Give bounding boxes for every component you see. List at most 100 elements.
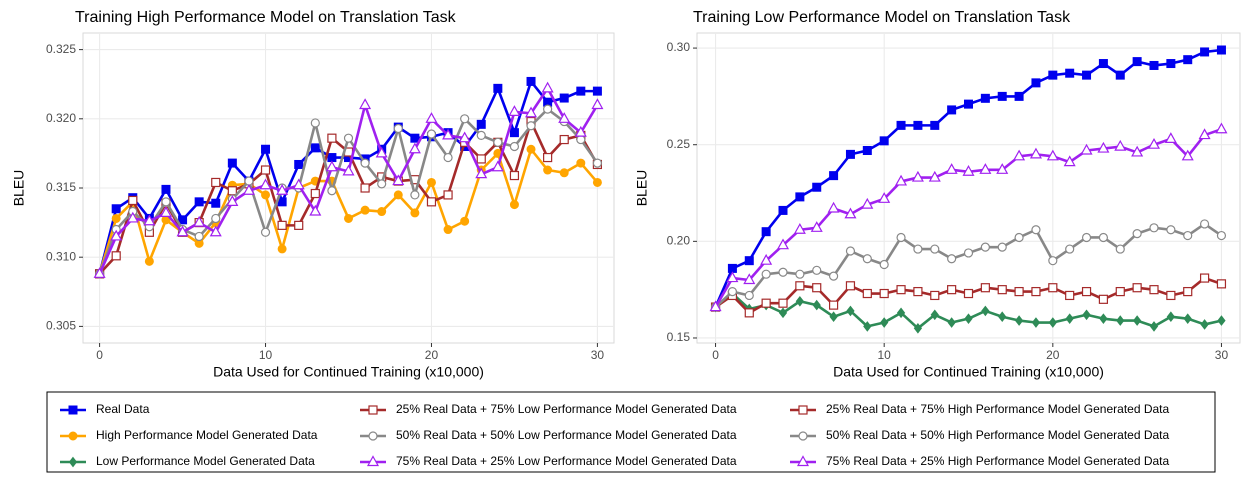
marker: [827, 201, 840, 213]
marker: [1183, 313, 1192, 324]
chart-title: Training Low Performance Model on Transl…: [693, 9, 1071, 26]
marker: [377, 179, 387, 189]
marker: [845, 149, 855, 159]
marker: [543, 104, 553, 114]
marker: [744, 290, 754, 301]
marker: [829, 311, 838, 323]
marker: [744, 256, 754, 266]
legend-label: 75% Real Data + 25% Low Performance Mode…: [396, 454, 737, 468]
marker: [1132, 283, 1142, 293]
marker: [408, 142, 421, 154]
marker: [460, 216, 470, 226]
marker: [443, 152, 453, 163]
marker: [1014, 232, 1024, 243]
marker: [727, 263, 737, 273]
marker: [963, 248, 974, 258]
marker: [592, 177, 602, 187]
marker: [1149, 60, 1159, 70]
marker: [576, 158, 586, 168]
x-axis-label: Data Used for Continued Training (x10,00…: [213, 364, 484, 380]
marker: [226, 195, 239, 206]
marker: [964, 99, 973, 109]
y-tick-label: 0.325: [46, 42, 76, 56]
marker: [795, 295, 804, 307]
marker: [277, 244, 287, 254]
marker: [393, 190, 403, 200]
x-tick-label: 30: [1215, 348, 1229, 362]
marker: [1200, 47, 1210, 57]
marker: [1216, 279, 1227, 289]
marker: [945, 163, 958, 174]
marker: [709, 300, 722, 312]
marker: [862, 288, 872, 299]
marker: [111, 204, 121, 214]
marker: [1217, 315, 1226, 326]
marker: [475, 167, 488, 179]
x-axis-label: Data Used for Continued Training (x10,00…: [833, 364, 1104, 380]
marker: [997, 285, 1007, 295]
x-tick-label: 10: [259, 348, 273, 362]
marker: [1131, 145, 1144, 157]
marker: [1097, 141, 1110, 153]
marker: [930, 120, 940, 130]
marker: [509, 170, 520, 181]
marker: [359, 98, 372, 110]
marker: [1099, 313, 1108, 324]
marker: [128, 195, 138, 206]
marker: [491, 160, 504, 172]
marker: [1081, 286, 1092, 297]
y-axis-label: BLEU: [11, 170, 27, 207]
marker: [410, 190, 420, 200]
legend-marker: [796, 455, 810, 467]
marker: [980, 93, 990, 103]
marker: [1200, 319, 1209, 330]
marker: [508, 105, 521, 116]
marker: [294, 220, 304, 230]
marker: [726, 271, 739, 283]
legend-marker: [368, 405, 378, 415]
marker: [896, 120, 906, 130]
y-tick-label: 0.305: [46, 319, 76, 333]
marker: [1215, 122, 1228, 134]
marker: [1031, 78, 1041, 88]
x-tick-label: 20: [1046, 348, 1060, 362]
marker: [928, 170, 941, 182]
marker: [493, 83, 503, 93]
marker: [261, 190, 271, 200]
legend-label: 50% Real Data + 50% Low Performance Mode…: [396, 428, 737, 442]
marker: [426, 129, 437, 139]
legend-label: Low Performance Model Generated Data: [96, 454, 315, 468]
marker: [879, 288, 889, 299]
marker: [1029, 147, 1042, 159]
marker: [574, 125, 587, 137]
marker: [844, 207, 857, 219]
legend-marker: [798, 405, 808, 415]
marker: [962, 165, 975, 176]
legend-marker: [368, 431, 378, 441]
marker: [360, 205, 370, 215]
marker: [93, 267, 106, 278]
marker: [810, 221, 823, 232]
marker: [194, 231, 204, 242]
marker: [1014, 91, 1024, 101]
marker: [812, 299, 821, 311]
marker: [845, 246, 856, 256]
marker: [878, 192, 891, 203]
marker: [913, 286, 923, 297]
legend-box: [46, 391, 1216, 473]
marker: [1132, 57, 1142, 67]
marker: [947, 254, 957, 264]
marker: [828, 271, 839, 281]
marker: [896, 232, 906, 243]
marker: [913, 244, 923, 254]
marker: [309, 204, 322, 216]
y-tick-label: 0.310: [46, 249, 76, 263]
marker: [1031, 225, 1041, 235]
legend-marker: [68, 405, 78, 415]
marker: [913, 120, 923, 130]
marker: [981, 305, 990, 317]
marker: [576, 134, 586, 145]
marker: [1183, 286, 1193, 297]
marker: [1098, 59, 1108, 69]
